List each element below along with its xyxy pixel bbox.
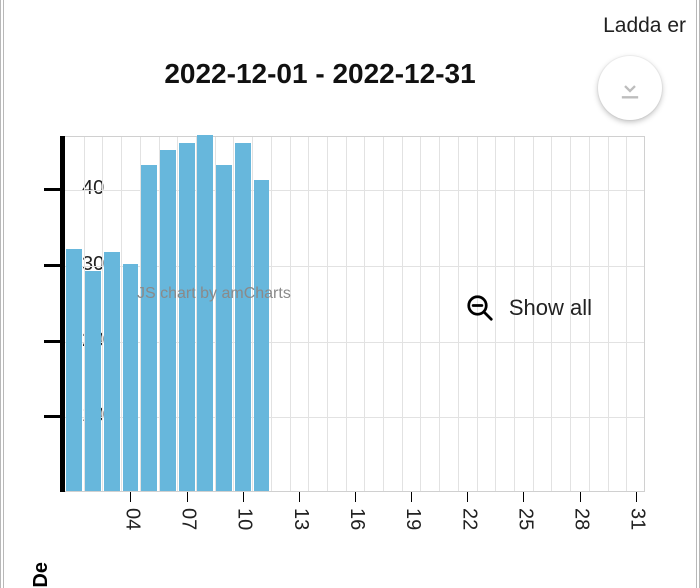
page-container: Ladda er 2022-12-01 - 2022-12-31 JS char… [0, 0, 700, 588]
x-tick [523, 492, 524, 502]
x-tick [636, 492, 637, 502]
x-tick [355, 492, 356, 502]
top-right-label: Ladda er [603, 14, 686, 38]
x-tick [130, 492, 131, 502]
x-tick-label: 22 [457, 508, 480, 530]
bar[interactable] [254, 180, 270, 491]
y-tick [44, 415, 64, 418]
x-tick-label: 16 [345, 508, 368, 530]
bar[interactable] [179, 143, 195, 491]
bar[interactable] [104, 252, 120, 491]
show-all-label: Show all [509, 295, 592, 321]
x-tick [411, 492, 412, 502]
download-icon [616, 74, 644, 102]
bar[interactable] [66, 249, 82, 491]
y-tick [44, 264, 64, 267]
y-tick [44, 340, 64, 343]
x-tick-label: 04 [120, 508, 143, 530]
x-tick-label: 31 [626, 508, 649, 530]
x-tick [187, 492, 188, 502]
x-tick-label: 07 [177, 508, 200, 530]
x-tick [467, 492, 468, 502]
chart-plot-area: JS chart by amCharts Show all [65, 136, 645, 492]
x-tick [299, 492, 300, 502]
show-all-button[interactable]: Show all [465, 293, 592, 323]
x-tick-label: 28 [570, 508, 593, 530]
x-tick-label: 25 [513, 508, 536, 530]
x-tick [243, 492, 244, 502]
bar[interactable] [235, 143, 251, 491]
chart-title: 2022-12-01 - 2022-12-31 [4, 58, 636, 90]
bar[interactable] [216, 165, 232, 491]
chart-credit: JS chart by amCharts [137, 285, 291, 303]
x-axis-title-partial: De [30, 562, 53, 588]
x-tick-label: 13 [289, 508, 312, 530]
download-button[interactable] [598, 56, 662, 120]
x-tick-label: 19 [401, 508, 424, 530]
y-tick [44, 188, 64, 191]
bar[interactable] [197, 135, 213, 491]
x-tick-label: 10 [233, 508, 256, 530]
bar[interactable] [160, 150, 176, 491]
bar[interactable] [141, 165, 157, 491]
x-tick [580, 492, 581, 502]
bar[interactable] [85, 271, 101, 491]
zoom-out-icon [465, 293, 495, 323]
